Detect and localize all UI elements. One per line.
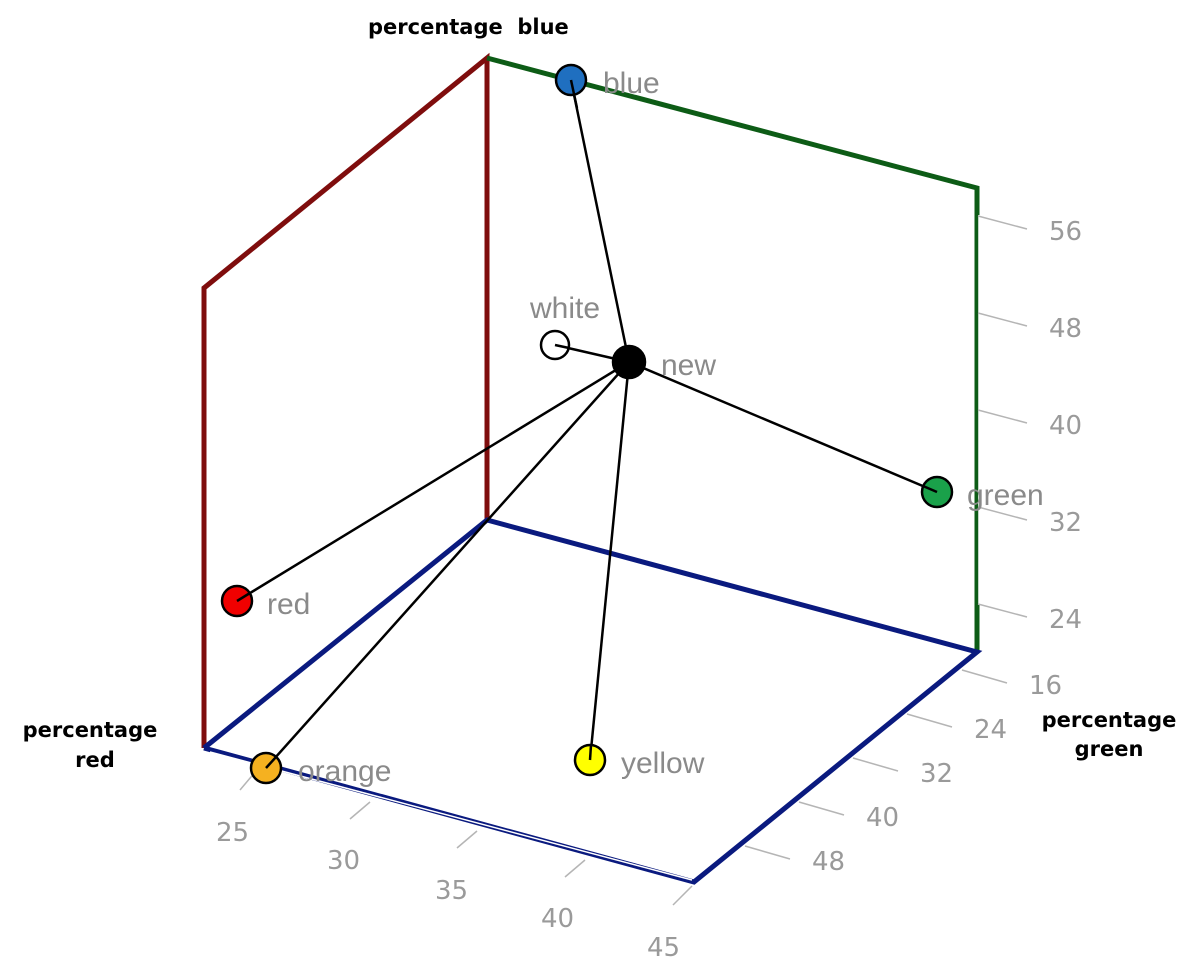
line-new-green xyxy=(628,360,938,494)
red-axis-inner-line xyxy=(209,751,693,881)
label-red: red xyxy=(267,588,310,621)
tick-label-red-30: 30 xyxy=(327,846,360,876)
blue-axis-ticks xyxy=(977,215,1028,618)
green-axis-ticks xyxy=(744,669,1008,860)
label-green: green xyxy=(967,479,1044,512)
green-axis-tick-labels: 16 24 32 40 48 xyxy=(812,671,1062,877)
tick-label-red-35: 35 xyxy=(435,876,468,906)
tick-label-red-40: 40 xyxy=(541,904,574,934)
tick-label-green-32: 32 xyxy=(920,759,953,789)
line-new-red xyxy=(236,360,630,603)
line-new-yellow xyxy=(588,361,631,761)
label-new: new xyxy=(661,349,716,382)
tick-label-blue-56: 56 xyxy=(1049,217,1082,247)
tick-label-green-40: 40 xyxy=(866,803,899,833)
label-blue: blue xyxy=(603,67,660,100)
connection-line-ends xyxy=(236,79,938,769)
axis-title-red-line1: percentage xyxy=(23,718,158,742)
tick-label-blue-24: 24 xyxy=(1049,605,1082,635)
data-points xyxy=(220,63,954,785)
point-labels: blue white new green red orange yellow xyxy=(267,67,1044,788)
label-orange: orange xyxy=(298,755,391,788)
green-plane-frame xyxy=(486,55,980,652)
red-plane-frame xyxy=(201,52,490,748)
tick-label-blue-32: 32 xyxy=(1049,508,1082,538)
red-axis-tick-labels: 25 30 35 40 45 xyxy=(216,818,680,963)
tick-label-red-25: 25 xyxy=(216,818,249,848)
tick-label-green-48: 48 xyxy=(812,847,845,877)
axis-title-green-line2: green xyxy=(1075,737,1144,761)
tick-label-green-16: 16 xyxy=(1029,671,1062,701)
tick-label-red-45: 45 xyxy=(647,933,680,963)
tick-label-blue-48: 48 xyxy=(1049,314,1082,344)
axis-title-green-line1: percentage xyxy=(1042,708,1177,732)
axis-title-blue: percentage blue xyxy=(368,15,569,39)
red-axis-ticks xyxy=(239,770,693,906)
line-new-orange xyxy=(265,361,630,769)
blue-axis-tick-labels: 56 48 40 32 24 xyxy=(1049,217,1082,635)
connection-lines xyxy=(236,79,938,769)
axis-title-red-line2: red xyxy=(75,748,115,772)
label-white: white xyxy=(529,292,600,325)
point-new[interactable] xyxy=(611,344,647,380)
label-yellow: yellow xyxy=(621,747,705,780)
blue-plane-frame xyxy=(202,517,983,885)
tick-label-green-24: 24 xyxy=(974,715,1007,745)
tick-label-blue-40: 40 xyxy=(1049,411,1082,441)
line-new-blue xyxy=(569,79,631,363)
